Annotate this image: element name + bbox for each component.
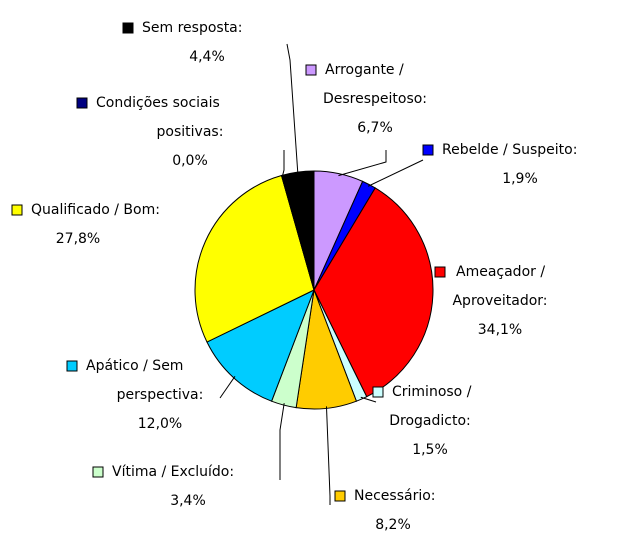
leader-line <box>286 43 299 175</box>
legend-swatch <box>92 466 104 478</box>
legend-swatch <box>334 490 346 502</box>
value-label: 1,5% <box>412 442 448 458</box>
slice-label: Necessário: <box>354 488 436 504</box>
label-line: Desrespeitoso: <box>323 91 427 107</box>
value-label: 1,9% <box>502 171 538 187</box>
legend-swatch <box>305 64 317 76</box>
leader-line <box>325 406 331 505</box>
legend-swatch <box>11 204 23 216</box>
leader-line <box>219 376 236 399</box>
legend-swatch <box>122 22 134 34</box>
value-label: 4,4% <box>189 49 225 65</box>
legend-swatch <box>66 360 78 372</box>
leader-line <box>338 150 387 177</box>
legend-swatch <box>434 266 446 278</box>
pie-slice <box>194 174 315 343</box>
legend-swatch <box>76 97 88 109</box>
legend-swatch <box>422 144 434 156</box>
label-line: perspectiva: <box>117 387 204 403</box>
value-label: 3,4% <box>170 493 206 509</box>
label-line: Apático / Sem <box>86 358 188 374</box>
slice-label: Apático / Sem perspectiva: <box>86 358 203 403</box>
slice-label: Vítima / Excluído: <box>112 464 234 480</box>
leader-line <box>367 159 424 187</box>
slice-label: Condições sociais positivas: <box>96 95 224 140</box>
value-label: 0,0% <box>172 153 208 169</box>
value-label: 6,7% <box>357 120 393 136</box>
label-line: Aproveitador: <box>452 293 547 309</box>
label-line: Condições sociais <box>96 95 224 111</box>
label-line: positivas: <box>157 124 224 140</box>
label-line: Drogadicto: <box>389 413 471 429</box>
slice-label: Rebelde / Suspeito: <box>442 142 577 158</box>
legend-swatch <box>372 386 384 398</box>
leader-line <box>279 403 285 480</box>
value-label: 34,1% <box>478 322 522 338</box>
slice-label: Qualificado / Bom: <box>31 202 160 218</box>
label-line: Ameaçador / <box>456 264 550 280</box>
label-line: Arrogante / <box>325 62 408 78</box>
slice-label: Sem resposta: <box>142 20 242 36</box>
pie-slice <box>313 187 434 398</box>
leader-line <box>281 150 285 178</box>
slice-label: Ameaçador / Aproveitador: <box>452 264 549 309</box>
value-label: 12,0% <box>138 416 182 432</box>
value-label: 8,2% <box>375 517 411 533</box>
label-line: Criminoso / <box>392 384 476 400</box>
leader-line <box>360 396 377 403</box>
slice-label: Arrogante / Desrespeitoso: <box>323 62 427 107</box>
slice-label: Criminoso / Drogadicto: <box>389 384 476 429</box>
value-label: 27,8% <box>56 231 100 247</box>
